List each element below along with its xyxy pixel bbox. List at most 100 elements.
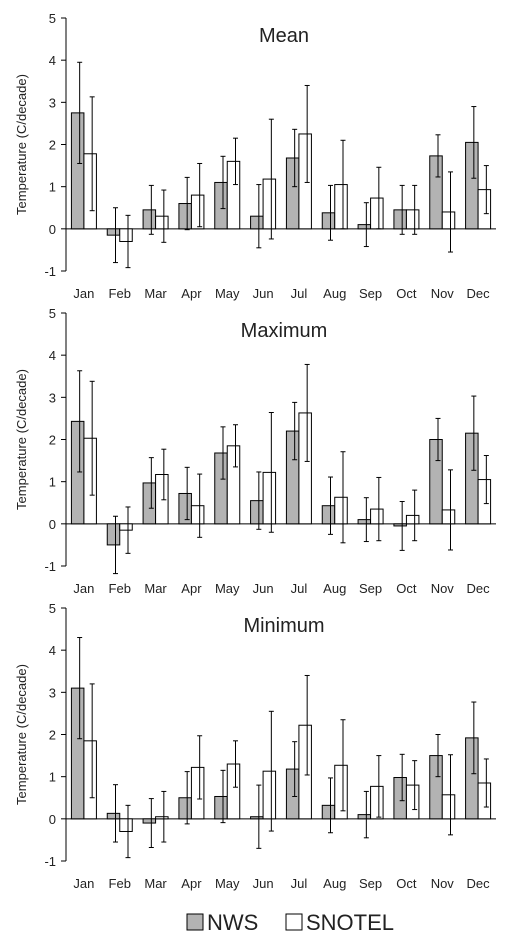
bar-snotel-jul [298,412,312,525]
y-tick-label: 1 [49,180,56,195]
bar-snotel-mar [155,215,169,230]
bar-nws-feb [106,812,121,820]
y-tick-label: 4 [49,348,56,363]
x-tick-label-jan: Jan [73,581,94,596]
x-tick-label-dec: Dec [467,286,491,301]
x-tick-label-jan: Jan [73,286,94,301]
bar-nws-nov [429,755,443,820]
bar-nws-mar [142,818,157,824]
bar-nws-may [214,452,228,525]
y-tick-label: 3 [49,95,56,110]
bar-snotel-nov [441,211,456,230]
bar-snotel-oct [405,209,420,230]
bar-nws-nov [429,155,443,230]
x-tick-label-sep: Sep [359,286,382,301]
bar-snotel-sep [370,508,384,525]
x-tick-label-may: May [215,876,240,891]
bar-nws-jul [285,768,300,820]
bar-nws-aug [321,505,336,525]
y-tick-label: -1 [44,559,56,574]
x-tick-label-mar: Mar [144,581,167,596]
y-tick-label: -1 [44,264,56,279]
legend-label-nws: NWS [207,910,258,935]
x-tick-label-jun: Jun [253,876,274,891]
bar-snotel-aug [334,764,348,820]
legend-label-snotel: SNOTEL [306,910,394,935]
y-axis-label: Temperature (C/decade) [14,369,29,510]
y-tick-label: 2 [49,433,56,448]
y-tick-label: 4 [49,643,56,658]
x-tick-label-aug: Aug [323,286,346,301]
y-tick-label: 3 [49,390,56,405]
bar-snotel-jan [83,740,97,820]
y-axis-label: Temperature (C/decade) [14,664,29,805]
bar-nws-jun [250,215,264,230]
x-tick-label-nov: Nov [431,876,455,891]
bar-nws-nov [429,439,443,525]
y-tick-label: 5 [49,11,56,26]
bar-snotel-apr [190,505,205,525]
x-tick-label-dec: Dec [467,876,491,891]
y-tick-label: 4 [49,53,56,68]
legend: NWS SNOTEL [186,910,394,935]
panel-maximum: -1 0 1 2 3 4 5 Temperature (C/decade) Maximum Jan… [14,306,496,596]
bar-snotel-oct [405,514,420,525]
x-tick-label-feb: Feb [109,876,131,891]
bar-nws-sep [357,224,372,230]
bar-nws-feb [106,523,121,546]
y-tick-label: 0 [49,812,56,827]
bar-nws-feb [106,228,121,236]
panel-minimum: -1 0 1 2 3 4 5 Temperature (C/decade) Minimum Jan… [14,601,496,891]
bar-snotel-jan [83,437,97,525]
panel-mean: -1 0 1 2 3 4 5 Temperature (C/decade) Mean Jan Feb… [14,11,496,301]
x-tick-label-nov: Nov [431,286,455,301]
y-axis-label: Temperature (C/decade) [14,74,29,215]
y-tick-label: 5 [49,306,56,321]
bar-nws-aug [321,212,336,230]
panel-title: Maximum [241,320,328,342]
y-tick-label: 2 [49,728,56,743]
bar-nws-dec [465,141,479,230]
bar-nws-jul [285,430,300,525]
bar-snotel-feb [119,523,133,531]
x-tick-label-jun: Jun [253,286,274,301]
bar-snotel-aug [334,184,348,230]
bar-snotel-feb [119,818,133,832]
bar-nws-oct [393,777,407,820]
x-tick-label-mar: Mar [144,286,167,301]
y-tick-label: 0 [49,517,56,532]
x-tick-label-oct: Oct [396,876,417,891]
y-tick-label: 0 [49,222,56,237]
bar-snotel-nov [441,794,456,820]
chart-panels: -1 0 1 2 3 4 5 Temperature (C/decade) Mean Jan Feb… [14,11,496,891]
bar-nws-sep [357,519,372,525]
bar-nws-sep [357,814,372,820]
bar-nws-jul [285,157,300,230]
y-tick-label: 3 [49,685,56,700]
bar-snotel-jun [262,770,277,820]
bar-snotel-dec [477,782,492,820]
bar-nws-may [214,181,228,230]
x-tick-label-oct: Oct [396,581,417,596]
x-tick-label-apr: Apr [181,286,202,301]
x-tick-label-jun: Jun [253,581,274,596]
bar-snotel-jul [298,133,312,230]
panel-title: Minimum [243,615,324,637]
x-tick-label-mar: Mar [144,876,167,891]
x-tick-label-jul: Jul [291,876,308,891]
x-tick-label-aug: Aug [323,876,346,891]
bar-snotel-dec [477,479,492,525]
bar-snotel-mar [155,816,169,820]
x-tick-label-apr: Apr [181,581,202,596]
x-tick-label-sep: Sep [359,876,382,891]
panel-title: Mean [259,25,309,47]
bar-snotel-may [226,445,241,525]
y-tick-label: 1 [49,770,56,785]
bar-snotel-jul [298,724,312,820]
bar-snotel-aug [334,496,348,525]
bar-nws-dec [465,737,479,820]
bar-nws-aug [321,804,336,820]
bar-nws-jan [70,420,85,525]
bar-snotel-nov [441,509,456,525]
